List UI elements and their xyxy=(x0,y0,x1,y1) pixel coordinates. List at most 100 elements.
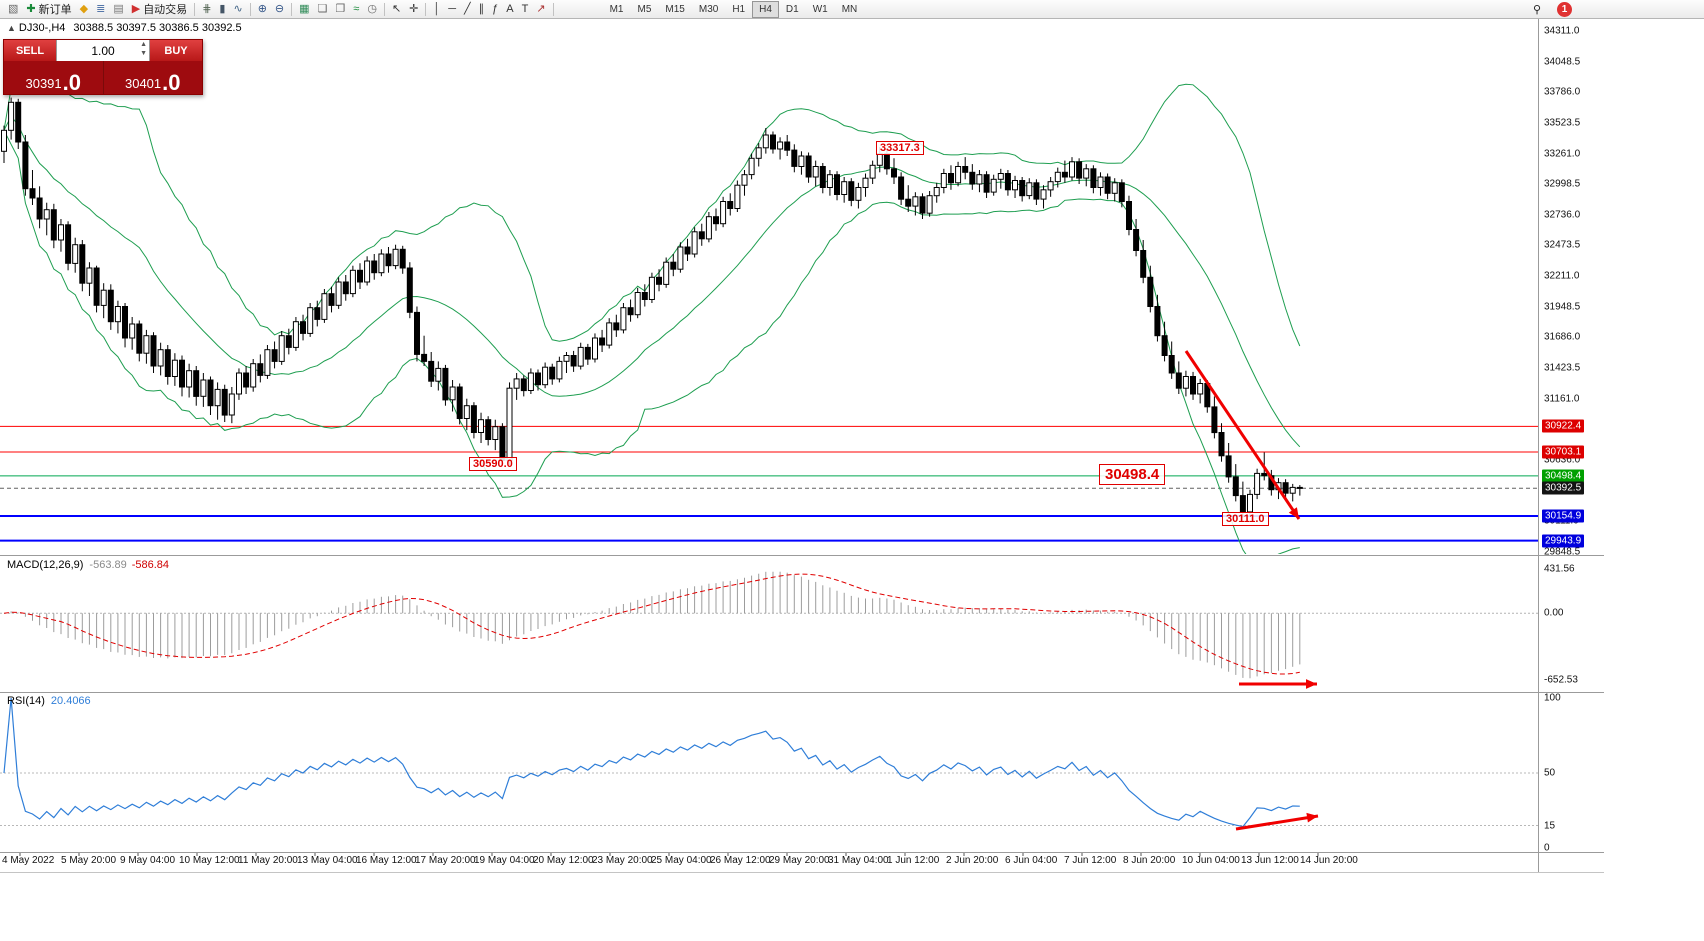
toolbar-right: ⚲ 1 xyxy=(1529,1,1572,18)
rsi-label: RSI(14) 20.4066 xyxy=(7,695,91,707)
fibonacci-icon[interactable]: ƒ xyxy=(488,1,502,18)
tile-windows-icon-glyph: ❏ xyxy=(317,2,328,15)
cascade-windows-icon[interactable]: ❐ xyxy=(331,1,349,18)
price-annotation[interactable]: 30111.0 xyxy=(1222,512,1269,526)
price-tick-label: 32211.0 xyxy=(1544,270,1580,282)
auto-trading-button-glyph: ▶ xyxy=(131,2,141,15)
toolbar-separator xyxy=(425,2,427,16)
bar-chart-icon[interactable]: ⋕ xyxy=(198,1,215,18)
rsi-axis-label: 15 xyxy=(1544,820,1556,831)
candlestick-chart-icon[interactable]: ▮ xyxy=(215,1,229,18)
price-badge: 30154.9 xyxy=(1542,509,1585,523)
search-icon[interactable]: ⚲ xyxy=(1532,3,1541,16)
tile-windows-icon[interactable]: ❏ xyxy=(314,1,332,18)
zoom-out-icon[interactable]: ⊖ xyxy=(271,1,288,18)
timeframe-h1[interactable]: H1 xyxy=(732,3,746,15)
rsi-axis-label: 100 xyxy=(1544,692,1561,704)
new-order-button-glyph: ✚ xyxy=(26,2,36,15)
price-tick-label: 31948.5 xyxy=(1544,301,1581,313)
quick-deal-icon-glyph: ◆ xyxy=(79,2,89,15)
macd-main-value: -563.89 xyxy=(89,559,127,571)
new-chart-icon[interactable]: ▧ xyxy=(4,1,22,18)
indicators-icon-glyph: ≈ xyxy=(353,2,360,15)
price-badge: 30392.5 xyxy=(1542,481,1585,495)
horizontal-line-icon[interactable]: ─ xyxy=(444,1,460,18)
line-chart-icon-glyph: ∿ xyxy=(233,2,243,15)
data-window-icon-glyph: ▤ xyxy=(113,2,124,15)
price-tick-label: 33523.5 xyxy=(1544,117,1581,129)
period-icon[interactable]: ◷ xyxy=(363,1,381,18)
sell-price[interactable]: 30391.0 xyxy=(4,61,103,94)
volume-up-icon[interactable]: ▲ xyxy=(140,41,147,48)
toolbar-separator xyxy=(291,2,293,16)
macd-label: MACD(12,26,9) -563.89 -586.84 xyxy=(7,559,169,571)
sell-button[interactable]: SELL xyxy=(4,40,56,61)
rsi-axis-label: 50 xyxy=(1544,767,1556,779)
price-tick-label: 30636.0 xyxy=(1544,454,1581,466)
toolbar-separator xyxy=(552,2,554,16)
new-order-button[interactable]: ✚ 新订单 xyxy=(22,1,75,18)
trendline-icon[interactable]: ╱ xyxy=(460,1,475,18)
toolbar-separator xyxy=(194,2,196,16)
crosshair-icon-glyph: ✛ xyxy=(409,2,419,15)
data-window-icon[interactable]: ▤ xyxy=(109,1,127,18)
window-bottom-border xyxy=(0,872,1604,873)
toolbar-separator xyxy=(249,2,251,16)
auto-trading-button[interactable]: ▶ 自动交易 xyxy=(128,1,191,18)
crosshair-icon[interactable]: ✛ xyxy=(405,1,422,18)
line-chart-icon[interactable]: ∿ xyxy=(229,1,246,18)
volume-down-icon[interactable]: ▼ xyxy=(140,50,147,57)
channel-icon[interactable]: ∥ xyxy=(475,1,489,18)
timeframe-h4[interactable]: H4 xyxy=(752,0,779,18)
grid-icon-glyph: ▦ xyxy=(299,2,310,15)
notification-badge[interactable]: 1 xyxy=(1557,1,1572,17)
toolbar-separator xyxy=(383,2,385,16)
timeframe-d1[interactable]: D1 xyxy=(785,3,799,15)
macd-pane-separator[interactable] xyxy=(0,555,1604,556)
arrows-icon[interactable]: ↗ xyxy=(532,1,549,18)
volume-value: 1.00 xyxy=(91,43,115,58)
label-icon[interactable]: T xyxy=(518,1,533,18)
volume-field[interactable]: 1.00 ▲ ▼ xyxy=(56,40,150,61)
fibonacci-icon-glyph: ƒ xyxy=(492,2,499,15)
timeframe-m5[interactable]: M5 xyxy=(637,3,652,15)
macd-axis-label: 0.00 xyxy=(1544,607,1564,619)
zoom-in-icon[interactable]: ⊕ xyxy=(254,1,271,18)
price-annotation[interactable]: 30590.0 xyxy=(469,457,517,471)
price-badge: 30703.1 xyxy=(1542,445,1585,459)
trade-panel-price-row: 30391.0 30401.0 xyxy=(4,61,202,94)
quick-deal-icon[interactable]: ◆ xyxy=(76,1,92,18)
buy-button[interactable]: BUY xyxy=(150,40,202,61)
price-tick-label: 31686.0 xyxy=(1544,331,1581,343)
market-depth-icon[interactable]: ≣ xyxy=(92,1,109,18)
price-badge: 30498.4 xyxy=(1542,469,1585,483)
timeframe-m30[interactable]: M30 xyxy=(698,3,719,15)
toolbar-left: ▧ ✚ 新订单 ◆ ≣ ▤ ▶ 自动交易 ⋕ ▮ ∿ ⊕ ⊖ ▦ ❏ ❐ ≈ ◷ ↖ ✛ │ ─ ╱ ∥ ƒ A T ↗ xyxy=(4,1,557,18)
vertical-line-icon[interactable]: │ xyxy=(429,1,444,18)
cursor-icon[interactable]: ↖ xyxy=(388,1,405,18)
timeframe-w1[interactable]: W1 xyxy=(812,3,828,15)
timeframe-mn[interactable]: MN xyxy=(841,3,858,15)
indicators-icon[interactable]: ≈ xyxy=(349,1,363,18)
sell-price-pips: .0 xyxy=(62,70,81,95)
chart-icon: ▲ xyxy=(7,23,16,33)
rsi-value: 20.4066 xyxy=(50,695,91,707)
macd-signal-value: -586.84 xyxy=(131,559,170,571)
rsi-pane-separator[interactable] xyxy=(0,692,1604,693)
cursor-icon-glyph: ↖ xyxy=(391,2,402,15)
trade-panel-top-row: SELL 1.00 ▲ ▼ BUY xyxy=(4,40,202,61)
horizontal-line-icon-glyph: ─ xyxy=(448,2,457,15)
price-annotation[interactable]: 33317.3 xyxy=(876,141,924,155)
timeframe-m1[interactable]: M1 xyxy=(609,3,624,15)
volume-spinner[interactable]: ▲ ▼ xyxy=(140,40,147,58)
period-icon-glyph: ◷ xyxy=(367,2,377,15)
price-tick-label: 34048.5 xyxy=(1544,56,1581,68)
grid-icon[interactable]: ▦ xyxy=(295,1,313,18)
price-annotation[interactable]: 30498.4 xyxy=(1099,464,1166,485)
buy-price[interactable]: 30401.0 xyxy=(102,61,203,94)
text-icon[interactable]: A xyxy=(502,1,517,18)
zoom-in-icon-glyph: ⊕ xyxy=(257,2,267,15)
timeframe-m15[interactable]: M15 xyxy=(665,3,685,15)
candlestick-chart-icon-glyph: ▮ xyxy=(219,2,226,15)
macd-name: MACD(12,26,9) xyxy=(7,559,84,571)
